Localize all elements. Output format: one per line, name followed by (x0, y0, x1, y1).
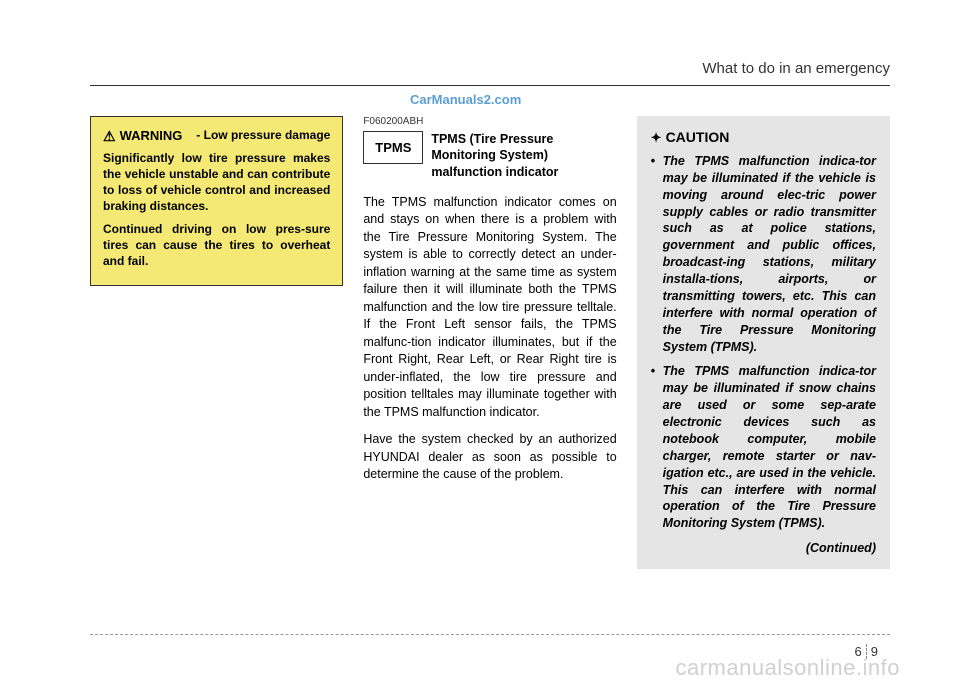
tpms-body-1: The TPMS malfunction indicator comes on … (363, 194, 616, 422)
caution-title-row: ✦ CAUTION (651, 128, 876, 147)
caution-list: The TPMS malfunction indica-tor may be i… (651, 153, 876, 532)
manual-page: What to do in an emergency CarManuals2.c… (0, 0, 960, 689)
caution-item-1: The TPMS malfunction indica-tor may be i… (651, 153, 876, 356)
continued-label: (Continued) (651, 540, 876, 557)
page-header: What to do in an emergency (90, 60, 890, 86)
warning-paragraph-1: Significantly low tire pressure makes th… (103, 150, 330, 215)
warning-box: ⚠ WARNING - Low pressure damage Signific… (90, 116, 343, 286)
column-middle: F060200ABH TPMS TPMS (Tire Pressure Moni… (363, 116, 616, 569)
tpms-title: TPMS (Tire Pressure Monitoring System) m… (431, 131, 616, 180)
warning-subtitle: - Low pressure damage (182, 127, 330, 143)
caution-box: ✦ CAUTION The TPMS malfunction indica-to… (637, 116, 890, 569)
watermark-top: CarManuals2.com (410, 92, 521, 107)
caution-label: CAUTION (666, 128, 730, 147)
content-columns: ⚠ WARNING - Low pressure damage Signific… (90, 116, 890, 569)
caution-icon: ✦ (651, 129, 662, 147)
header-title: What to do in an emergency (702, 60, 890, 77)
tpms-body-2: Have the system checked by an authorized… (363, 431, 616, 484)
warning-icon: ⚠ (103, 127, 116, 146)
tpms-header: TPMS TPMS (Tire Pressure Monitoring Syst… (363, 131, 616, 180)
tpms-indicator-icon: TPMS (363, 131, 423, 164)
footer-divider (90, 634, 890, 635)
warning-title-row: ⚠ WARNING - Low pressure damage (103, 127, 330, 146)
column-right: ✦ CAUTION The TPMS malfunction indica-to… (637, 116, 890, 569)
warning-paragraph-2: Continued driving on low pres-sure tires… (103, 221, 330, 270)
warning-label: WARNING (120, 127, 183, 145)
caution-item-2: The TPMS malfunction indica-tor may be i… (651, 363, 876, 532)
column-left: ⚠ WARNING - Low pressure damage Signific… (90, 116, 343, 569)
part-code: F060200ABH (363, 116, 616, 127)
watermark-bottom: carmanualsonline.info (675, 655, 900, 681)
